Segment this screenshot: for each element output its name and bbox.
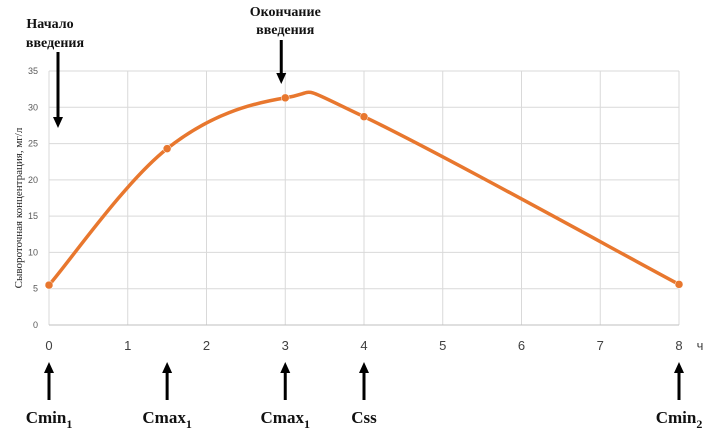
x-tick-label: 1 bbox=[124, 338, 131, 353]
x-tick-label: 7 bbox=[597, 338, 604, 353]
x-tick-label: 4 bbox=[360, 338, 367, 353]
y-tick-label: 10 bbox=[28, 247, 38, 257]
x-tick-label: 5 bbox=[439, 338, 446, 353]
start-annotation-line2: введения bbox=[26, 36, 85, 51]
marker-up-arrow-head bbox=[359, 362, 369, 373]
x-tick-label: 8 bbox=[675, 338, 682, 353]
data-point bbox=[162, 144, 172, 153]
y-tick-labels: 0 5 10 15 20 25 30 35 bbox=[28, 66, 38, 330]
y-tick-label: 5 bbox=[33, 284, 38, 294]
grid-lines bbox=[48, 70, 680, 326]
y-tick-label: 25 bbox=[28, 139, 38, 149]
marker-up-arrow-head bbox=[280, 362, 291, 373]
start-annotation-line1: Начало bbox=[26, 17, 73, 32]
marker-label: Cmin1 bbox=[26, 408, 73, 431]
y-tick-label: 20 bbox=[28, 175, 38, 185]
bottom-markers: Cmin1 Cmax1 Cmax1 Css Cmin2 bbox=[26, 408, 703, 431]
x-tick-label: 0 bbox=[45, 338, 52, 353]
marker-up-arrow-head bbox=[44, 362, 54, 373]
marker-up-arrow-head bbox=[162, 362, 173, 373]
data-point bbox=[44, 280, 54, 290]
y-tick-label: 15 bbox=[28, 211, 38, 221]
end-annotation-line2: введения bbox=[256, 23, 315, 38]
start-down-arrow-head bbox=[53, 117, 63, 128]
marker-up-arrow-head bbox=[674, 362, 684, 373]
y-tick-label: 0 bbox=[33, 320, 38, 330]
x-tick-label: 3 bbox=[282, 338, 289, 353]
data-point bbox=[359, 112, 369, 121]
marker-label: Cmax1 bbox=[261, 408, 310, 431]
marker-label: Cmin2 bbox=[656, 408, 703, 431]
marker-label: Cmax1 bbox=[142, 408, 191, 431]
end-down-arrow-head bbox=[276, 73, 287, 84]
y-axis-label: Сывороточная концентрация, мг/л bbox=[13, 127, 25, 288]
series-group bbox=[47, 90, 681, 287]
data-point bbox=[674, 280, 684, 289]
end-annotation-line1: Окончание bbox=[250, 5, 321, 20]
top-annotations: Начало введения Окончание введения bbox=[26, 5, 321, 51]
x-tick-label: 2 bbox=[203, 338, 210, 353]
data-points bbox=[44, 93, 684, 290]
y-tick-label: 30 bbox=[28, 102, 38, 112]
x-tick-labels: 0 1 2 3 4 5 6 7 8 bbox=[45, 338, 682, 353]
series-line bbox=[47, 90, 681, 287]
y-tick-label: 35 bbox=[28, 66, 38, 76]
x-axis-unit-label: ч bbox=[697, 338, 704, 353]
marker-label: Css bbox=[351, 408, 377, 427]
data-point bbox=[281, 93, 290, 103]
arrows bbox=[44, 40, 684, 400]
x-tick-label: 6 bbox=[518, 338, 525, 353]
